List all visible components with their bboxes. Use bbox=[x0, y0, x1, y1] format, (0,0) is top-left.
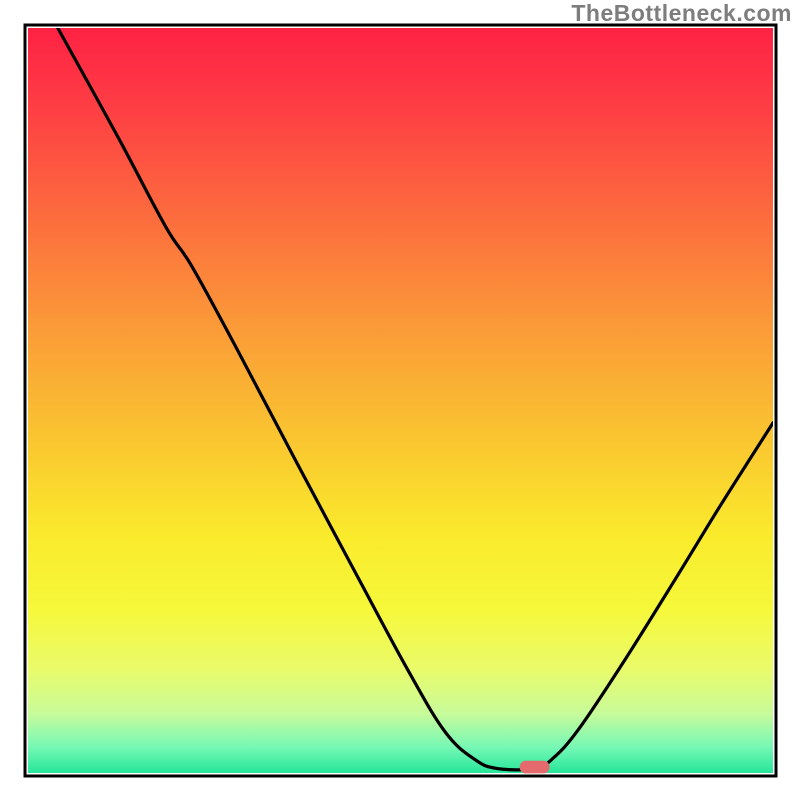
watermark-text: TheBottleneck.com bbox=[571, 0, 792, 27]
optimum-marker bbox=[520, 761, 550, 774]
chart-svg bbox=[0, 0, 800, 800]
plot-background bbox=[28, 28, 773, 773]
chart-stage: TheBottleneck.com bbox=[0, 0, 800, 800]
